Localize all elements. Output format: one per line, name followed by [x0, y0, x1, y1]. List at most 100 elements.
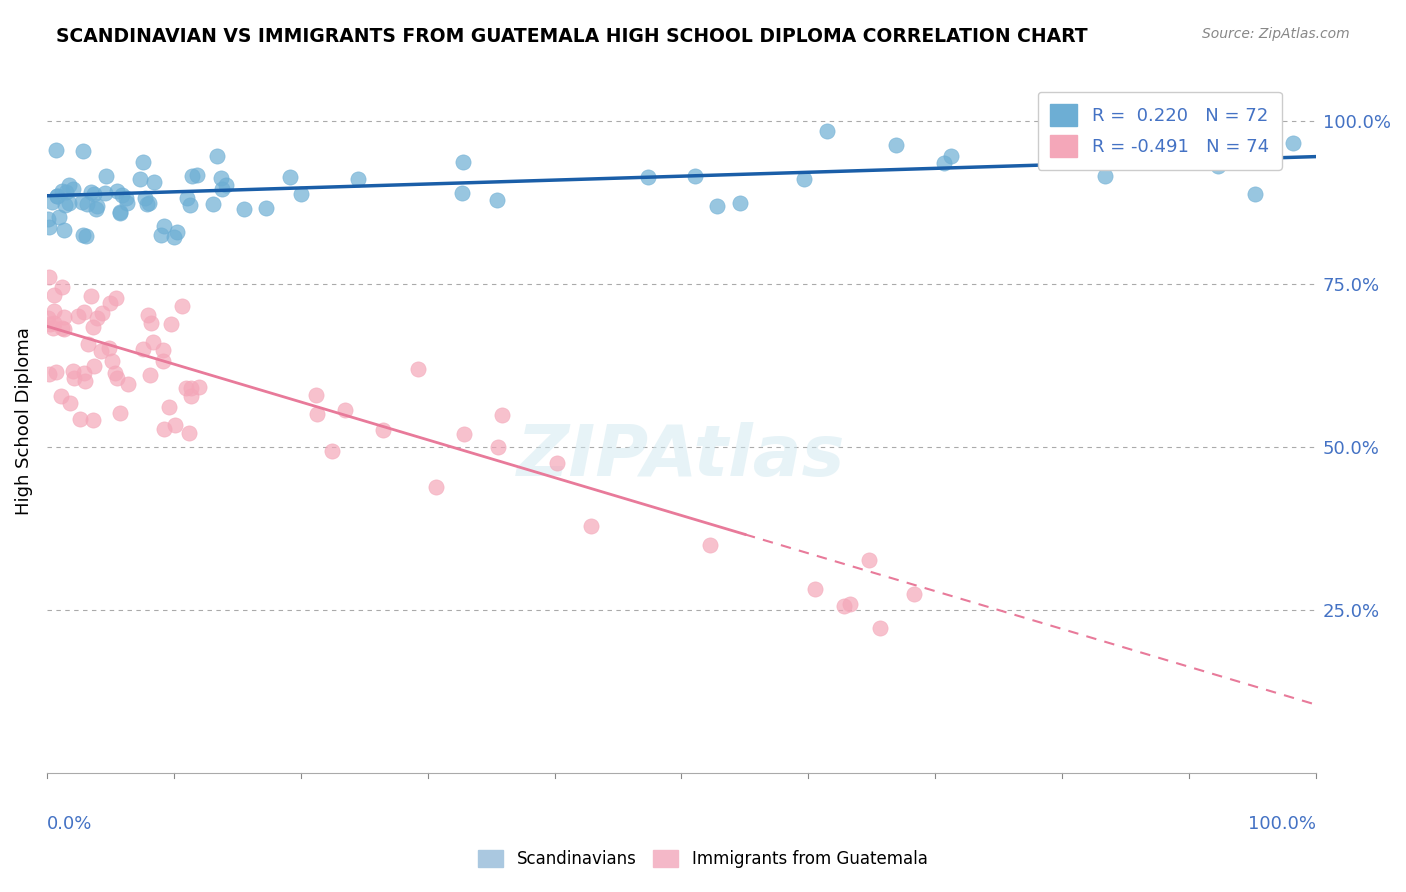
Point — [181, 169, 204, 183]
Point — [44, 316, 66, 330]
Point — [706, 199, 728, 213]
Point — [135, 197, 157, 211]
Point — [44, 303, 66, 318]
Point — [51, 184, 73, 198]
Legend: R =  0.220   N = 72, R = -0.491   N = 74: R = 0.220 N = 72, R = -0.491 N = 74 — [1038, 92, 1282, 170]
Point — [134, 191, 156, 205]
Point — [38, 270, 60, 285]
Point — [45, 189, 67, 203]
Point — [834, 599, 856, 614]
Point — [58, 195, 80, 210]
Point — [186, 168, 208, 182]
Point — [637, 169, 659, 184]
Point — [142, 175, 165, 189]
Point — [49, 389, 72, 403]
Point — [58, 178, 80, 192]
Point — [104, 366, 127, 380]
Point — [730, 196, 752, 211]
Point — [90, 344, 112, 359]
Point — [97, 341, 120, 355]
Point — [205, 149, 228, 163]
Point — [233, 202, 256, 217]
Point — [1094, 169, 1116, 183]
Point — [73, 366, 96, 380]
Point — [451, 186, 474, 200]
Point — [939, 149, 962, 163]
Text: Source: ZipAtlas.com: Source: ZipAtlas.com — [1202, 27, 1350, 41]
Point — [884, 137, 907, 152]
Point — [82, 319, 104, 334]
Point — [55, 186, 77, 200]
Point — [108, 205, 131, 219]
Point — [163, 418, 186, 433]
Point — [84, 202, 107, 216]
Point — [86, 311, 108, 326]
Point — [139, 316, 162, 330]
Point — [546, 456, 568, 470]
Text: ZIPAtlas: ZIPAtlas — [517, 422, 846, 491]
Point — [815, 124, 838, 138]
Point — [51, 321, 73, 335]
Point — [209, 170, 232, 185]
Point — [215, 178, 238, 193]
Point — [142, 335, 165, 350]
Point — [131, 343, 153, 357]
Point — [1281, 136, 1303, 150]
Point — [211, 182, 233, 196]
Point — [94, 169, 117, 183]
Point — [139, 368, 162, 383]
Point — [138, 196, 160, 211]
Point — [1140, 136, 1163, 151]
Point — [152, 343, 174, 357]
Point — [38, 368, 60, 382]
Point — [53, 310, 76, 325]
Point — [58, 396, 80, 410]
Point — [83, 359, 105, 373]
Point — [153, 421, 176, 435]
Point — [683, 169, 706, 184]
Point — [152, 354, 174, 368]
Point — [425, 480, 447, 494]
Point — [90, 306, 112, 320]
Point — [98, 296, 121, 310]
Point — [254, 201, 277, 215]
Text: SCANDINAVIAN VS IMMIGRANTS FROM GUATEMALA HIGH SCHOOL DIPLOMA CORRELATION CHART: SCANDINAVIAN VS IMMIGRANTS FROM GUATEMAL… — [56, 27, 1088, 45]
Point — [486, 440, 509, 454]
Point — [451, 155, 474, 169]
Point — [903, 587, 925, 601]
Point — [406, 362, 429, 376]
Point — [45, 365, 67, 379]
Point — [101, 353, 124, 368]
Point — [52, 322, 75, 336]
Point — [111, 188, 134, 202]
Point — [37, 212, 59, 227]
Point — [159, 318, 181, 332]
Point — [42, 320, 65, 334]
Point — [105, 370, 128, 384]
Point — [278, 169, 301, 184]
Point — [70, 195, 93, 210]
Point — [62, 182, 84, 196]
Point — [93, 186, 115, 200]
Text: 100.0%: 100.0% — [1249, 815, 1316, 833]
Point — [491, 408, 513, 422]
Point — [86, 199, 108, 213]
Point — [129, 171, 152, 186]
Point — [80, 185, 103, 199]
Point — [153, 219, 176, 233]
Point — [38, 219, 60, 234]
Point — [138, 308, 160, 322]
Point — [69, 411, 91, 425]
Point — [45, 144, 67, 158]
Y-axis label: High School Diploma: High School Diploma — [15, 326, 32, 515]
Point — [105, 184, 128, 198]
Point — [82, 412, 104, 426]
Point — [163, 230, 186, 244]
Point — [180, 381, 202, 395]
Point — [105, 292, 128, 306]
Point — [108, 405, 131, 419]
Point — [159, 401, 181, 415]
Point — [839, 597, 862, 611]
Point — [42, 287, 65, 301]
Point — [52, 223, 75, 237]
